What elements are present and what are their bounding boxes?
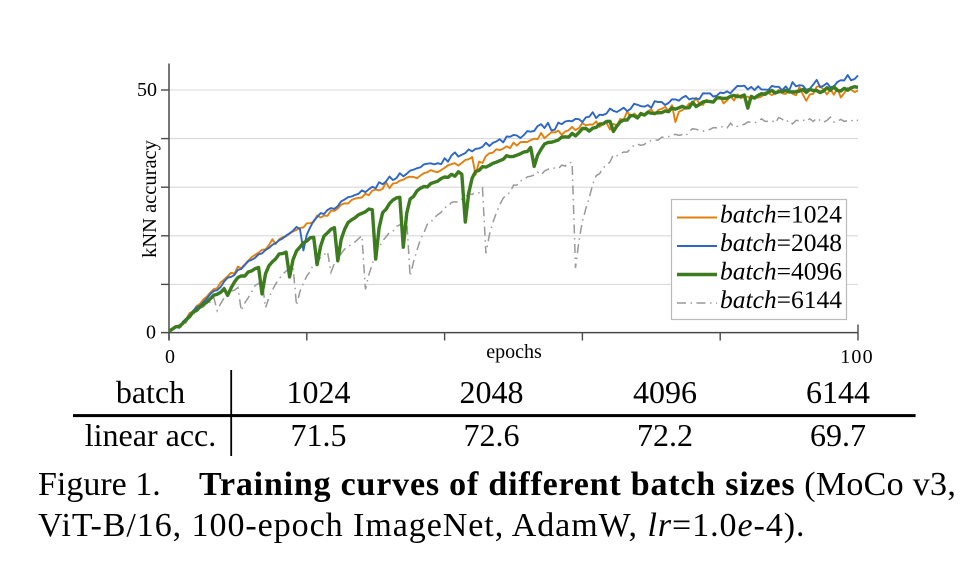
svg-text:epochs: epochs (486, 341, 542, 363)
svg-text:batch=4096: batch=4096 (720, 257, 842, 286)
svg-text:69.7: 69.7 (810, 417, 866, 453)
svg-text:6144: 6144 (806, 374, 870, 410)
svg-text:ViT-B/16, 100-epoch ImageNet,: ViT-B/16, 100-epoch ImageNet, AdamW, lr=… (38, 507, 806, 544)
svg-text:linear acc.: linear acc. (85, 417, 216, 453)
svg-text:0: 0 (146, 322, 156, 344)
svg-text:72.2: 72.2 (637, 417, 693, 453)
svg-text:kNN accuracy: kNN accuracy (139, 139, 161, 258)
svg-text:0: 0 (165, 346, 175, 368)
svg-text:batch: batch (116, 374, 185, 410)
svg-text:batch=2048: batch=2048 (720, 228, 842, 257)
svg-text:50: 50 (137, 79, 157, 101)
svg-text:batch=1024: batch=1024 (720, 200, 842, 229)
svg-text:1024: 1024 (287, 374, 351, 410)
svg-text:Training curves of different b: Training curves of different batch sizes… (199, 466, 956, 503)
svg-text:batch=6144: batch=6144 (720, 285, 842, 314)
svg-text:4096: 4096 (633, 374, 697, 410)
svg-text:71.5: 71.5 (291, 417, 347, 453)
svg-text:72.6: 72.6 (464, 417, 520, 453)
svg-text:100: 100 (840, 346, 874, 368)
svg-text:Figure 1.: Figure 1. (38, 466, 161, 503)
svg-text:2048: 2048 (460, 374, 524, 410)
